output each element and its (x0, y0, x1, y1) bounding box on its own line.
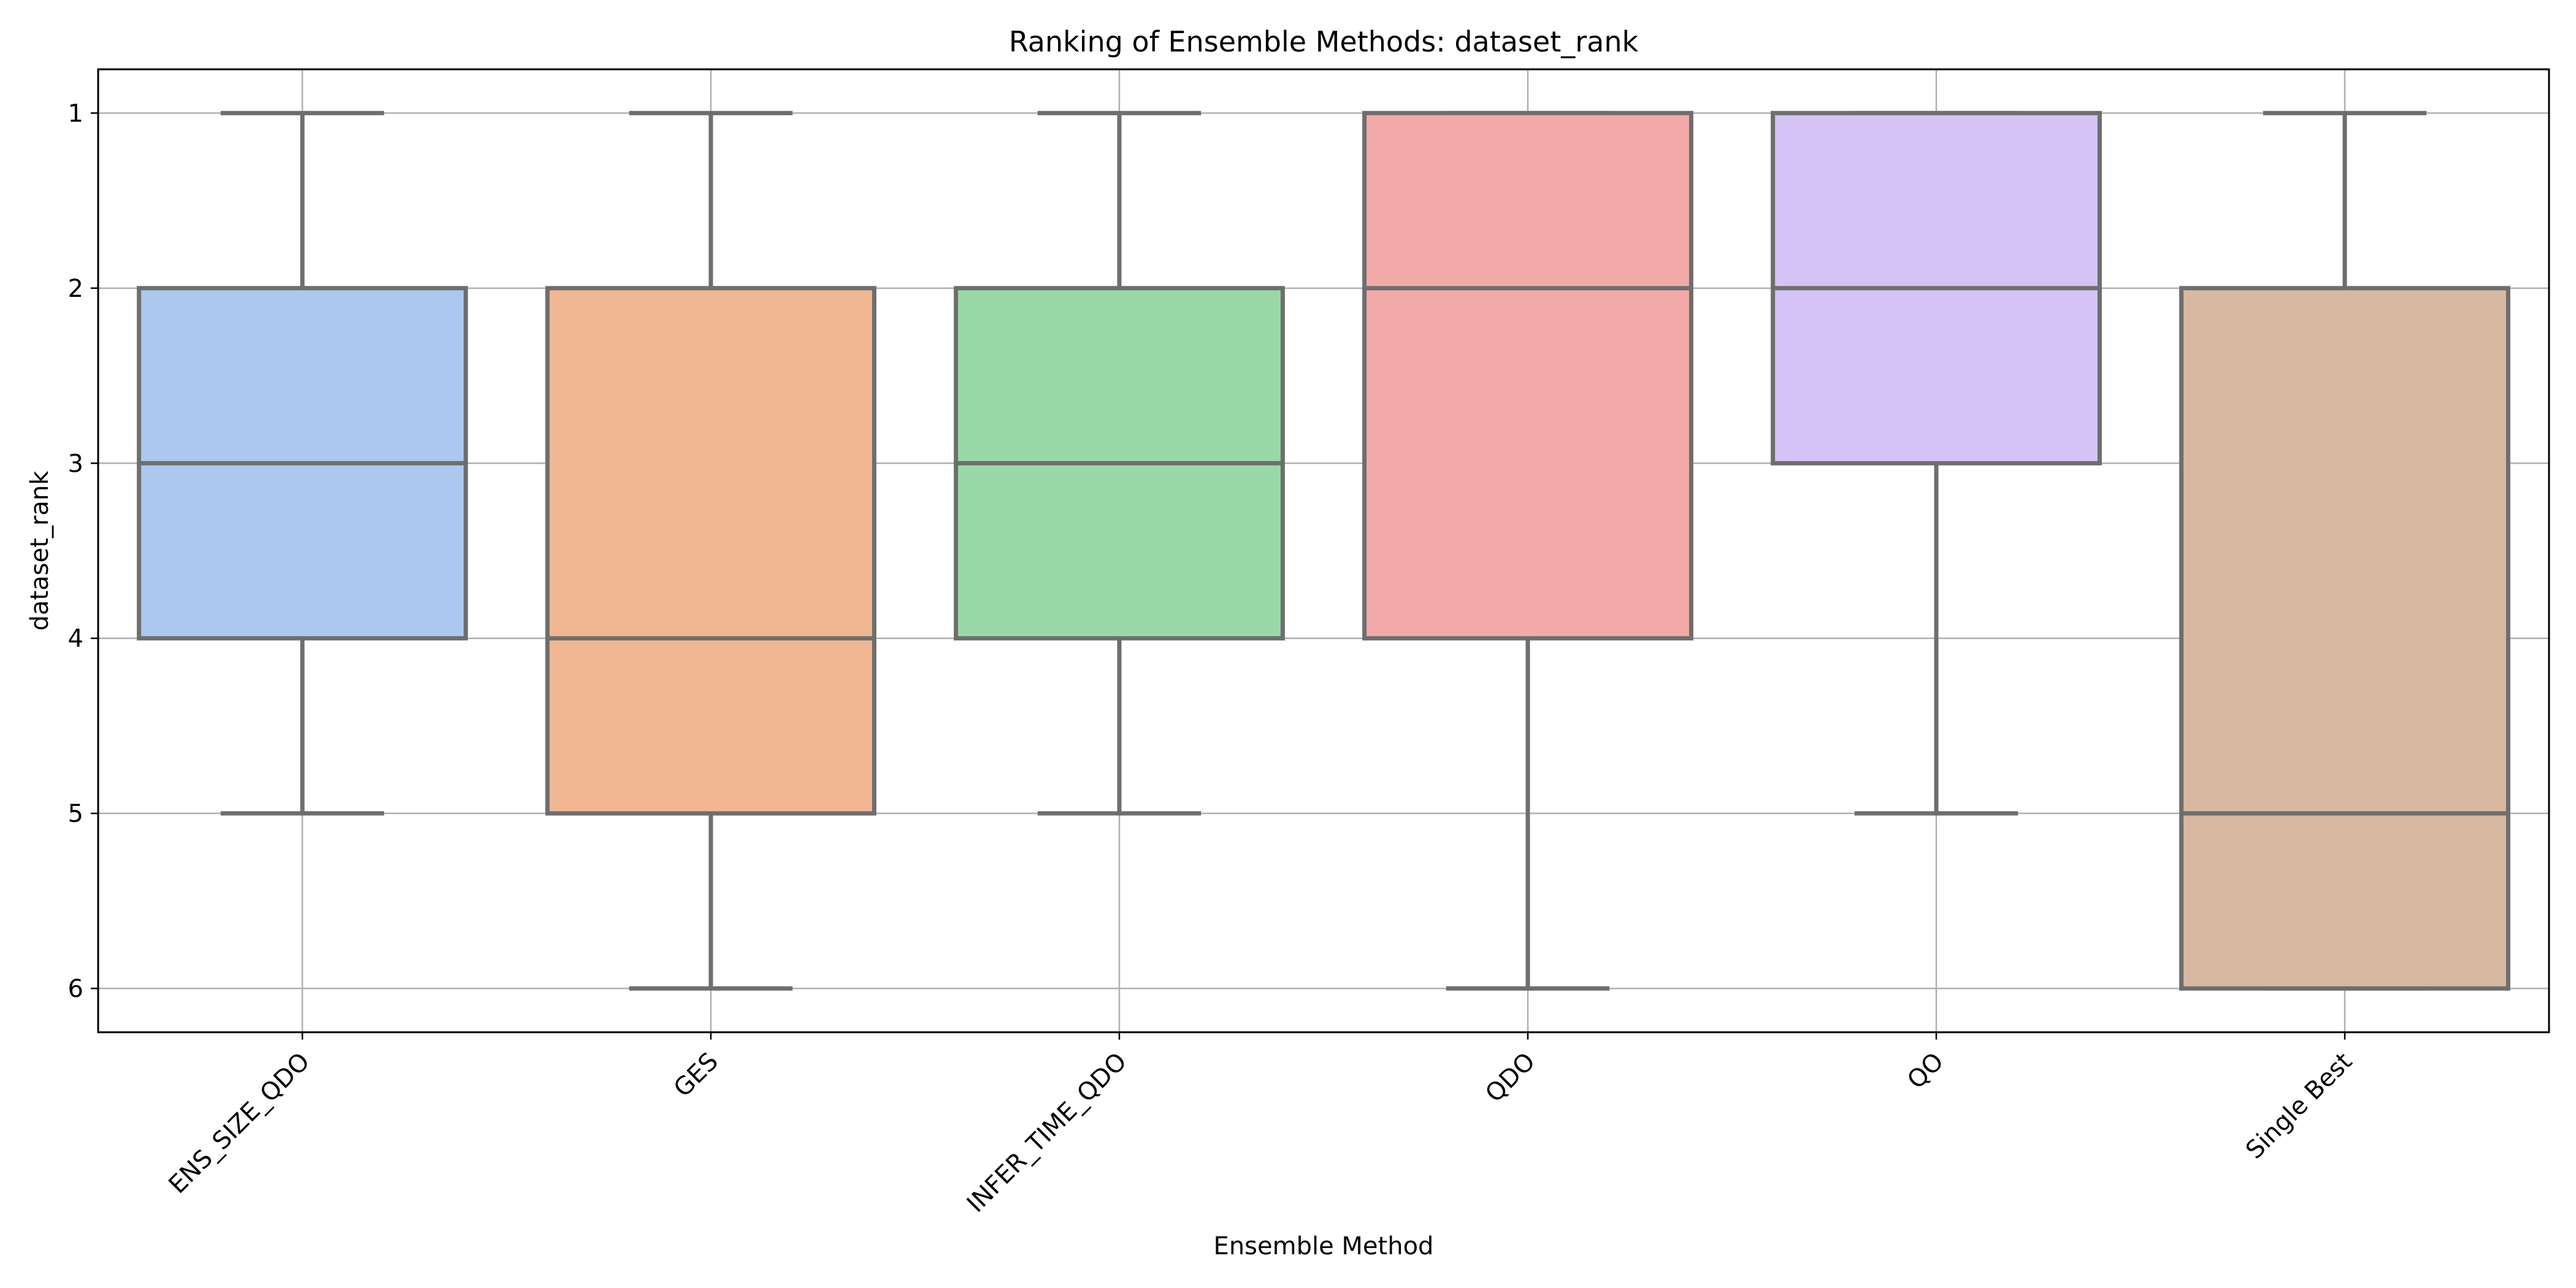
box-rect (545, 286, 876, 816)
box-group (954, 110, 1285, 816)
box-rect (1362, 110, 1693, 641)
x-tick-label: GES (669, 1048, 724, 1103)
box-group (1771, 110, 2102, 816)
box-group (1362, 110, 1693, 991)
box-layer (137, 110, 2510, 991)
y-tick-label: 6 (68, 975, 83, 1003)
plot-frame (97, 68, 2550, 1033)
y-tick-label: 2 (68, 275, 83, 303)
y-tick-label: 5 (68, 800, 83, 828)
y-axis: 1 2 3 4 5 6 (68, 99, 98, 1003)
y-tick-label: 3 (68, 450, 83, 478)
x-tick-label: Single Best (2241, 1048, 2358, 1165)
x-axis-label: Ensemble Method (1214, 1232, 1434, 1260)
box-group (2179, 110, 2510, 991)
x-tick-label: QDO (1480, 1048, 1541, 1108)
x-tick-label: INFER_TIME_QDO (962, 1048, 1132, 1218)
x-axis: ENS_SIZE_QDO GES INFER_TIME_QDO QDO QO Single… (163, 1032, 2358, 1218)
chart-title: Ranking of Ensemble Methods: dataset_ran… (1009, 25, 1639, 58)
x-tick-label: ENS_SIZE_QDO (163, 1048, 315, 1200)
y-tick-label: 1 (68, 99, 83, 128)
box-rect (2179, 286, 2510, 991)
box-group (137, 110, 468, 816)
y-axis-label: dataset_rank (26, 470, 54, 631)
y-tick-label: 4 (68, 625, 83, 653)
x-tick-label: QO (1902, 1048, 1949, 1095)
box-group (545, 110, 876, 991)
